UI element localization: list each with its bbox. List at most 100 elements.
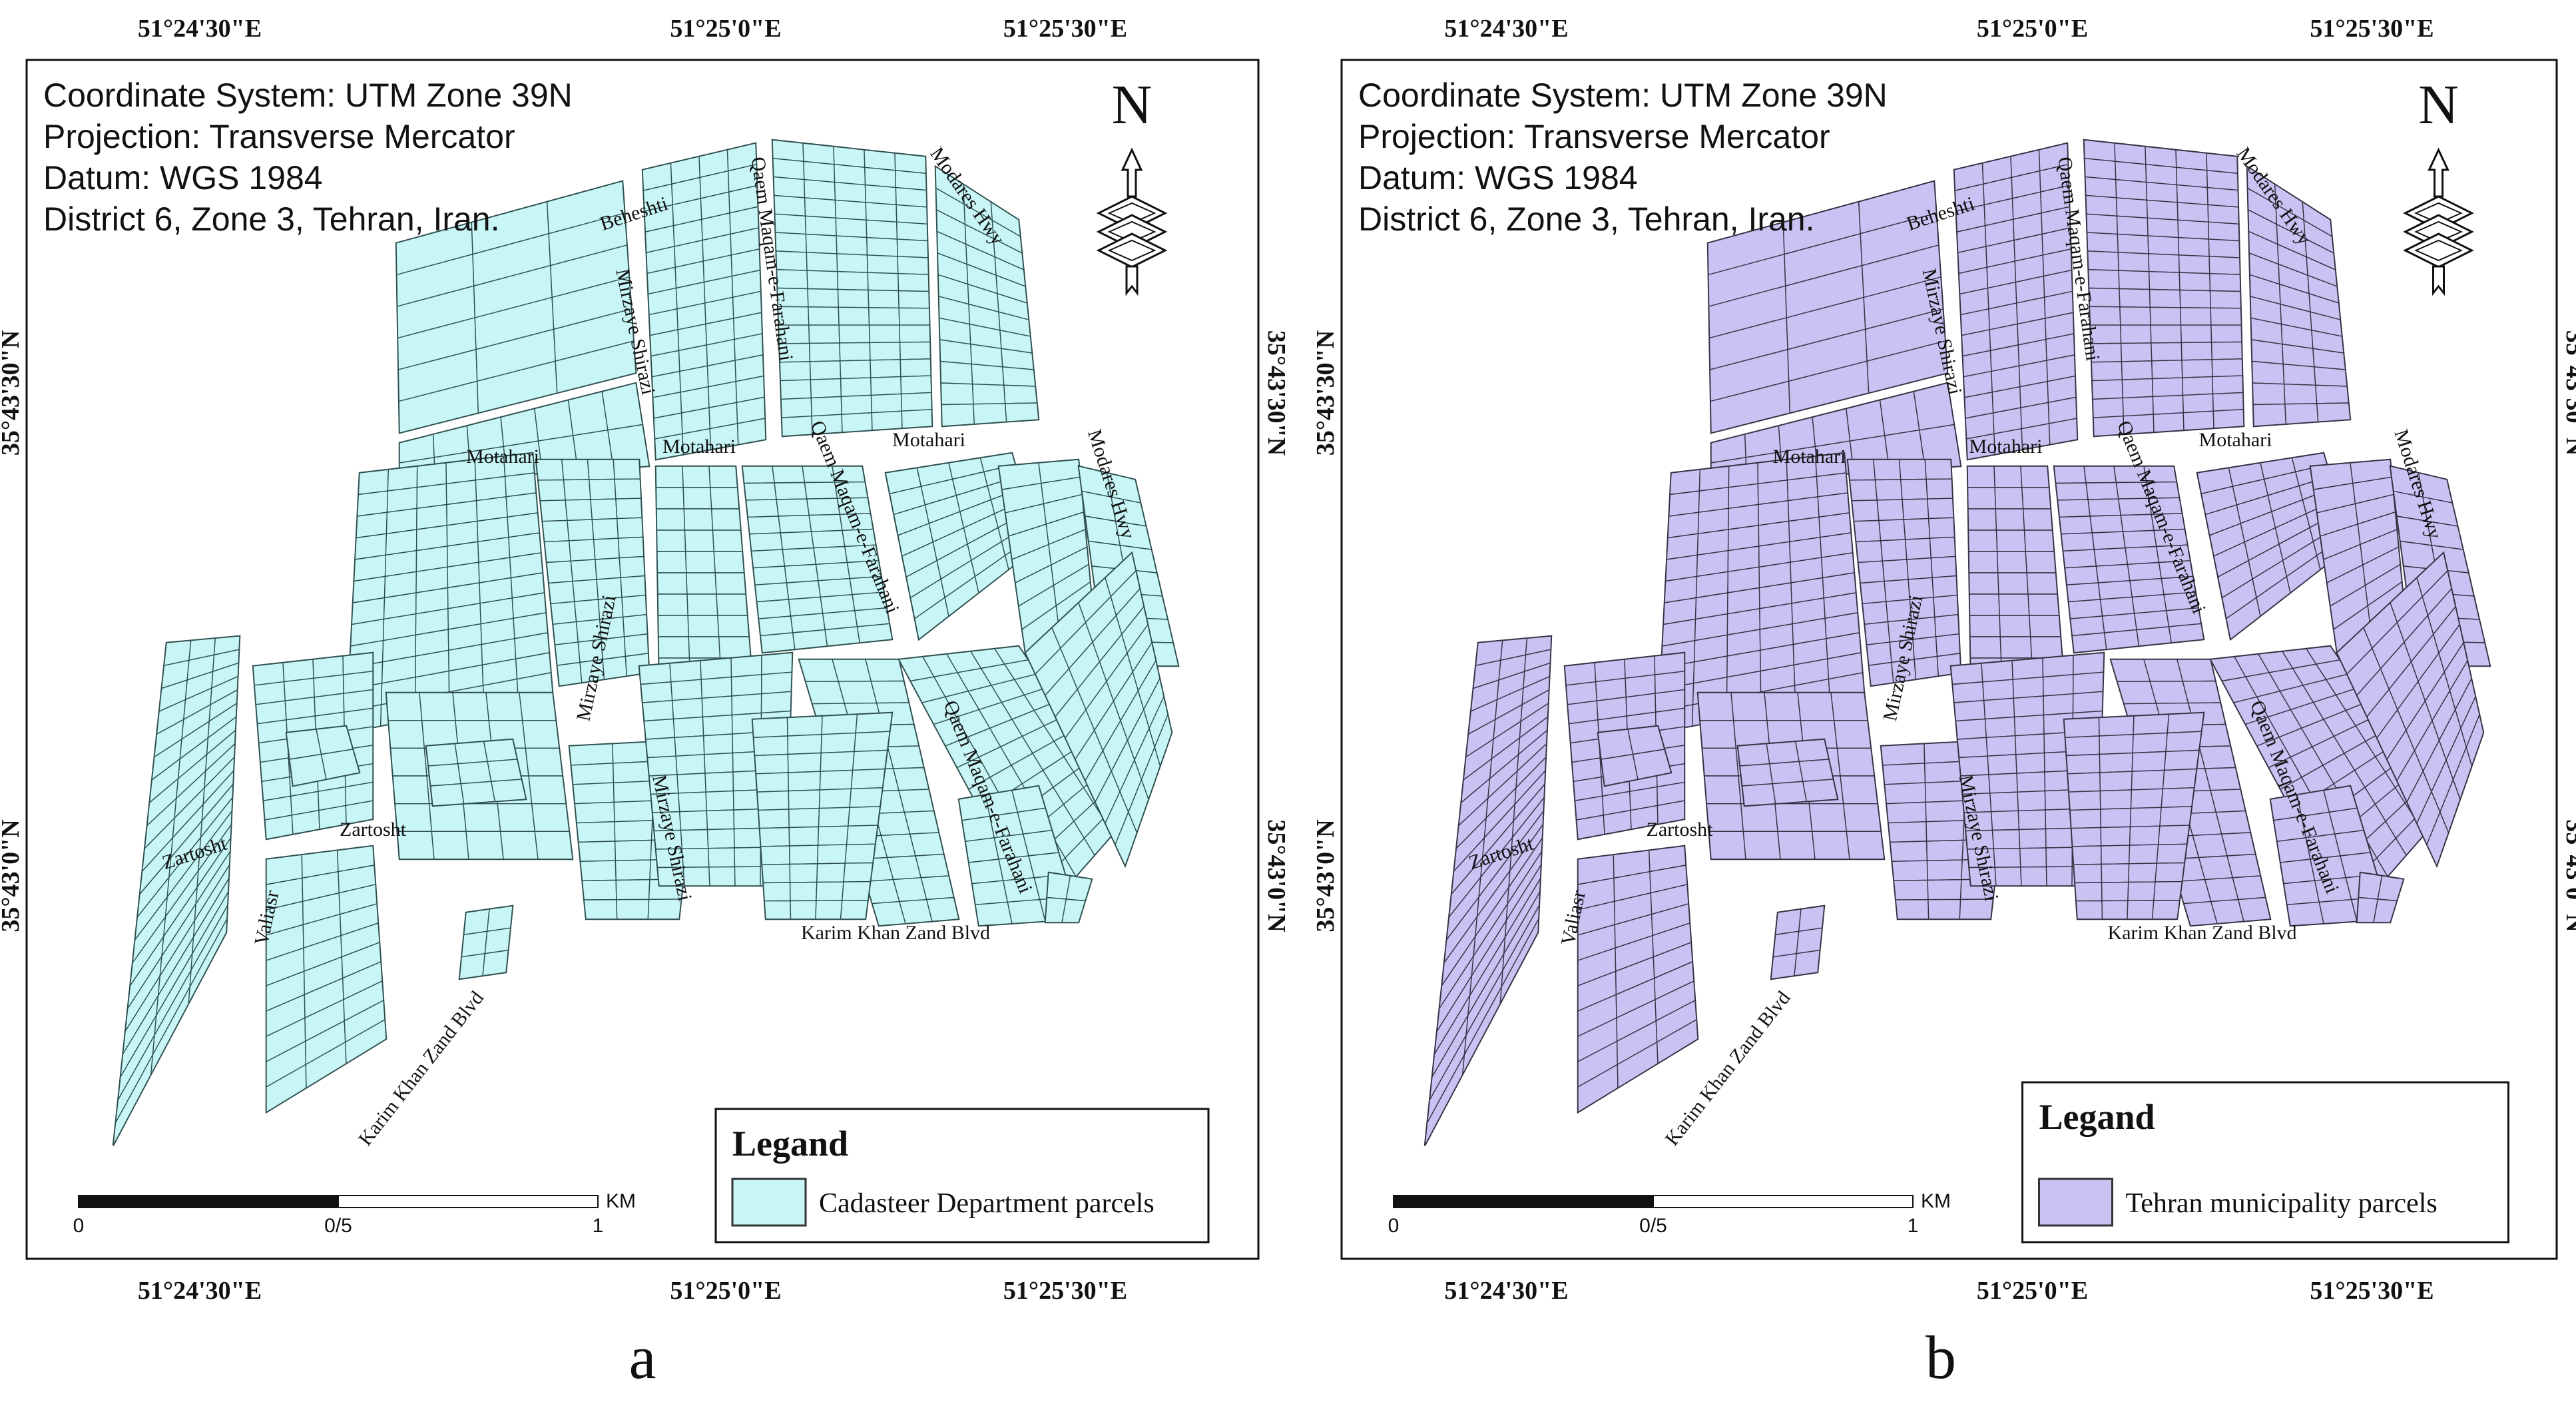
parcel <box>587 459 615 480</box>
parcel <box>616 517 644 539</box>
parcel <box>753 735 789 757</box>
parcel <box>2165 731 2202 753</box>
parcel <box>2215 810 2251 835</box>
parcel <box>431 831 469 860</box>
parcel <box>802 143 835 165</box>
parcel <box>880 833 916 859</box>
parcel <box>2162 768 2197 790</box>
parcel <box>2131 769 2165 791</box>
parcel <box>1953 699 1986 722</box>
parcel <box>1919 424 1961 470</box>
parcel <box>864 149 896 171</box>
parcel <box>2204 767 2241 791</box>
parcel <box>1849 479 1878 502</box>
parcel <box>669 660 702 683</box>
parcel <box>1925 800 1965 823</box>
parcel <box>2125 545 2160 565</box>
parcel <box>808 306 840 326</box>
parcel <box>850 768 886 790</box>
parcel <box>2083 466 2117 484</box>
parcel <box>900 375 932 395</box>
parcel <box>2192 833 2228 859</box>
parcel <box>1981 660 2013 683</box>
parcel <box>756 790 790 811</box>
parcel <box>601 382 643 431</box>
parcel <box>1770 952 1798 980</box>
parcel <box>774 482 808 500</box>
parcel <box>1772 930 1800 958</box>
parcel <box>485 692 523 721</box>
parcel <box>701 695 733 718</box>
parcel <box>2283 880 2320 906</box>
parcel <box>2209 272 2241 292</box>
parcel <box>707 847 736 868</box>
parcel <box>2198 745 2236 769</box>
parcel <box>718 636 752 659</box>
parcel <box>1499 918 1539 1004</box>
parcel <box>704 771 734 793</box>
parcel <box>2133 713 2170 735</box>
grid-label-bottom: 51°25'30"E <box>2310 1277 2434 1305</box>
parcel <box>2099 596 2135 617</box>
parcel <box>2101 900 2129 920</box>
parcel <box>1929 536 1956 559</box>
parcel <box>2128 863 2158 883</box>
parcel <box>642 699 674 722</box>
parcel <box>581 879 617 900</box>
parcel <box>569 743 614 766</box>
parcel <box>617 536 644 559</box>
legend-title: Legand <box>732 1124 848 1164</box>
parcel <box>1808 803 1848 833</box>
parcel <box>2147 235 2180 256</box>
parcel <box>750 549 786 569</box>
parcel <box>419 692 456 721</box>
parcel <box>2117 233 2149 254</box>
parcel <box>1764 692 1802 721</box>
parcel <box>1882 763 1926 785</box>
parcel <box>572 782 615 805</box>
parcel <box>1862 601 1889 625</box>
parcel <box>1996 551 2027 573</box>
parcel <box>2208 238 2240 258</box>
parcel <box>416 462 447 488</box>
parcel <box>537 479 566 502</box>
parcel <box>2103 629 2140 650</box>
parcel <box>2061 532 2095 552</box>
parcel <box>834 199 867 221</box>
parcel <box>759 827 790 847</box>
parcel <box>2071 845 2102 865</box>
parcel <box>563 479 591 501</box>
parcel <box>818 807 850 828</box>
parcel <box>780 397 812 418</box>
parcel <box>866 219 898 240</box>
parcel <box>2055 482 2089 501</box>
parcel <box>2161 787 2195 809</box>
map-panel-b: 51°24'30"E 51°25'0"E 51°25'30"E 51°24'30"E 5… <box>1298 0 2576 1406</box>
parcel <box>463 803 501 833</box>
scale-label-start: 0 <box>73 1215 85 1237</box>
parcel <box>1858 560 1885 584</box>
parcel <box>1891 860 1928 881</box>
parcel <box>901 408 933 429</box>
parcel <box>900 392 933 412</box>
parcel <box>1011 785 1046 813</box>
parcel <box>590 498 618 520</box>
parcel <box>1866 641 1892 666</box>
parcel <box>752 565 788 585</box>
street-label: Karim Khan Zand Blvd <box>2107 922 2296 944</box>
parcel <box>2119 288 2151 308</box>
parcel <box>2148 270 2181 291</box>
north-arrow-icon: N <box>2403 74 2474 296</box>
parcel <box>2136 626 2173 647</box>
parcel <box>2148 253 2181 273</box>
parcel <box>2011 657 2044 680</box>
parcel <box>820 751 855 772</box>
map-canvas-b: 51°24'30"E 51°25'0"E 51°25'30"E 51°24'30"E 5… <box>1312 15 2576 1305</box>
parcel <box>710 508 742 531</box>
parcel <box>616 898 650 920</box>
parcel <box>1993 847 2021 868</box>
parcel <box>836 270 869 291</box>
parcel <box>834 181 867 203</box>
parcel <box>1836 747 1875 777</box>
parcel <box>2115 197 2149 219</box>
